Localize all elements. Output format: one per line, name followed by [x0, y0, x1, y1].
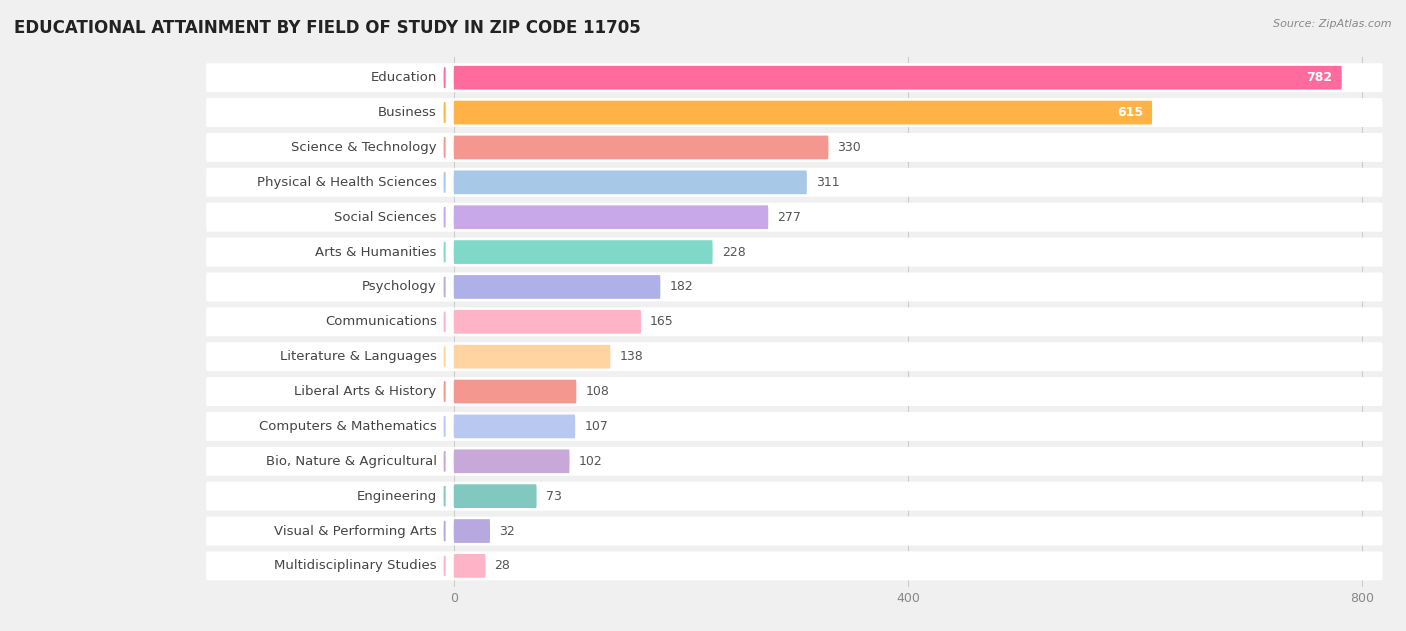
FancyBboxPatch shape — [454, 310, 641, 334]
Text: Visual & Performing Arts: Visual & Performing Arts — [274, 524, 437, 538]
Text: Multidisciplinary Studies: Multidisciplinary Studies — [274, 560, 437, 572]
FancyBboxPatch shape — [454, 170, 807, 194]
FancyBboxPatch shape — [454, 554, 485, 578]
Text: 28: 28 — [495, 560, 510, 572]
FancyBboxPatch shape — [454, 449, 569, 473]
Text: Social Sciences: Social Sciences — [335, 211, 437, 224]
FancyBboxPatch shape — [207, 307, 1382, 336]
FancyBboxPatch shape — [454, 240, 713, 264]
Text: Liberal Arts & History: Liberal Arts & History — [294, 385, 437, 398]
Text: 311: 311 — [815, 176, 839, 189]
FancyBboxPatch shape — [207, 517, 1382, 546]
Text: EDUCATIONAL ATTAINMENT BY FIELD OF STUDY IN ZIP CODE 11705: EDUCATIONAL ATTAINMENT BY FIELD OF STUDY… — [14, 19, 641, 37]
Text: Education: Education — [370, 71, 437, 84]
FancyBboxPatch shape — [454, 275, 661, 299]
Text: 73: 73 — [546, 490, 561, 503]
FancyBboxPatch shape — [207, 551, 1382, 581]
FancyBboxPatch shape — [207, 133, 1382, 162]
FancyBboxPatch shape — [207, 238, 1382, 266]
FancyBboxPatch shape — [454, 380, 576, 403]
Text: Science & Technology: Science & Technology — [291, 141, 437, 154]
FancyBboxPatch shape — [454, 485, 537, 508]
FancyBboxPatch shape — [207, 63, 1382, 92]
Text: Source: ZipAtlas.com: Source: ZipAtlas.com — [1274, 19, 1392, 29]
FancyBboxPatch shape — [454, 519, 491, 543]
Text: 102: 102 — [579, 455, 602, 468]
Text: Literature & Languages: Literature & Languages — [280, 350, 437, 363]
FancyBboxPatch shape — [207, 342, 1382, 371]
Text: 228: 228 — [721, 245, 745, 259]
Text: Engineering: Engineering — [357, 490, 437, 503]
FancyBboxPatch shape — [207, 168, 1382, 197]
Text: Computers & Mathematics: Computers & Mathematics — [259, 420, 437, 433]
FancyBboxPatch shape — [454, 345, 610, 369]
FancyBboxPatch shape — [454, 136, 828, 159]
Text: 277: 277 — [778, 211, 801, 224]
Text: 138: 138 — [620, 350, 644, 363]
Text: 782: 782 — [1306, 71, 1333, 84]
Text: 330: 330 — [838, 141, 862, 154]
FancyBboxPatch shape — [207, 447, 1382, 476]
Text: 615: 615 — [1116, 106, 1143, 119]
Text: Arts & Humanities: Arts & Humanities — [315, 245, 437, 259]
Text: Bio, Nature & Agricultural: Bio, Nature & Agricultural — [266, 455, 437, 468]
Text: Communications: Communications — [325, 316, 437, 328]
FancyBboxPatch shape — [454, 415, 575, 439]
FancyBboxPatch shape — [207, 98, 1382, 127]
Text: Business: Business — [378, 106, 437, 119]
Text: 165: 165 — [650, 316, 673, 328]
FancyBboxPatch shape — [454, 66, 1341, 90]
FancyBboxPatch shape — [207, 481, 1382, 510]
Text: 108: 108 — [585, 385, 609, 398]
Text: 182: 182 — [669, 280, 693, 293]
FancyBboxPatch shape — [207, 203, 1382, 232]
Text: Physical & Health Sciences: Physical & Health Sciences — [257, 176, 437, 189]
FancyBboxPatch shape — [207, 273, 1382, 302]
Text: 32: 32 — [499, 524, 515, 538]
FancyBboxPatch shape — [207, 412, 1382, 441]
Text: Psychology: Psychology — [361, 280, 437, 293]
FancyBboxPatch shape — [454, 101, 1152, 124]
Text: 107: 107 — [585, 420, 609, 433]
FancyBboxPatch shape — [454, 205, 768, 229]
FancyBboxPatch shape — [207, 377, 1382, 406]
